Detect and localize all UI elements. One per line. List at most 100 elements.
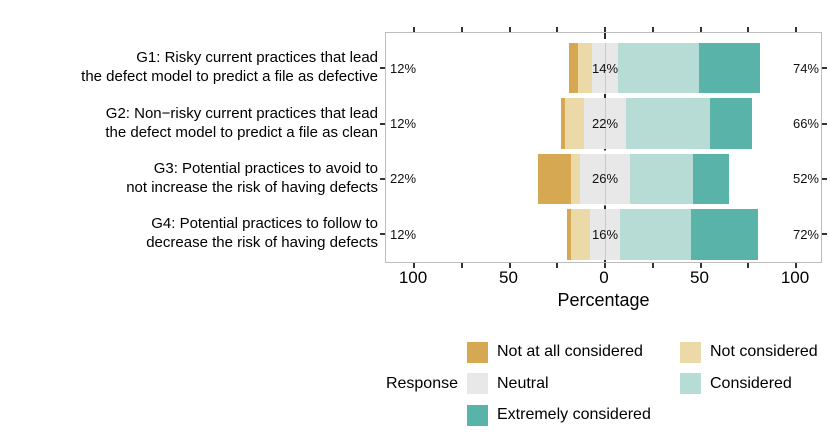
x-axis-tick-label: 0 (599, 268, 609, 287)
bar-right-percent-label: 52% (792, 171, 819, 187)
bar-right-percent-label: 72% (792, 226, 819, 242)
x-axis-tick (508, 263, 511, 268)
bar-left-percent-label: 22% (390, 171, 417, 187)
x-axis-tick-label: 50 (690, 268, 709, 287)
segment-considered (629, 153, 693, 205)
segment-considered (618, 43, 699, 94)
bar-left-percent-label: 12% (390, 116, 417, 132)
x-axis-tick (651, 263, 654, 268)
x-axis-tick-label: 50 (499, 268, 518, 287)
legend-swatch-not-at-all-considered (467, 341, 488, 363)
x-axis-tick (699, 263, 702, 268)
legend-label: Not at all considered (497, 343, 643, 360)
y-axis-label-line: decrease the risk of having defects (146, 234, 378, 252)
y-axis-label-line: G4: Potential practices to follow to (151, 215, 378, 233)
y-axis-label-line: G3: Potential practices to avoid to (153, 159, 378, 177)
y-category-tick (822, 233, 827, 236)
neutral-zero-seam (605, 98, 606, 149)
bar-neutral-percent-label: 14% (591, 60, 619, 76)
neutral-zero-seam (605, 153, 606, 205)
segment-neutral (583, 98, 626, 149)
segment-extremely-considered (710, 98, 753, 149)
x-axis-tick (747, 27, 750, 32)
bar-neutral-percent-label: 26% (591, 171, 619, 187)
legend-swatch-not-considered (680, 341, 701, 363)
bar-left-percent-label: 12% (390, 60, 417, 76)
y-axis-label-line: G1: Risky current practices that lead (136, 49, 378, 67)
y-axis-label-line: the defect model to predict a file as de… (81, 68, 378, 86)
segment-considered (620, 209, 691, 260)
bar-right-percent-label: 66% (792, 116, 819, 132)
y-axis-label-g1: G1: Risky current practices that lead the… (0, 48, 378, 86)
x-axis-tick (508, 27, 511, 32)
segment-neutral (591, 43, 619, 94)
y-category-tick (822, 177, 827, 180)
x-axis-tick (604, 263, 606, 268)
y-category-tick (822, 67, 827, 70)
y-axis-label-line: not increase the risk of having defects (126, 178, 378, 196)
x-axis-tick-label: 100 (780, 268, 810, 287)
bar-left-percent-label: 12% (390, 226, 417, 242)
segment-extremely-considered (690, 209, 758, 260)
legend-swatch-neutral (467, 373, 488, 394)
segment-not-considered (570, 153, 581, 205)
segment-not-at-all-considered (538, 153, 571, 205)
y-axis-label-g4: G4: Potential practices to follow to decr… (0, 214, 378, 252)
segment-neutral (580, 153, 630, 205)
segment-considered (626, 98, 711, 149)
y-category-tick (822, 122, 827, 125)
legend-title: Response (385, 375, 458, 392)
x-axis-tick (413, 27, 415, 32)
neutral-zero-seam (605, 43, 606, 94)
y-axis-label-line: the defect model to predict a file as cl… (105, 123, 378, 141)
legend-label: Considered (710, 374, 792, 392)
x-axis-tick (651, 27, 654, 32)
bar-neutral-percent-label: 16% (591, 226, 619, 242)
legend-item-not-considered: Not considered (680, 341, 818, 363)
bar-neutral-percent-label: 22% (591, 116, 619, 132)
y-axis-label-g2: G2: Non−risky current practices that lea… (0, 104, 378, 142)
y-axis-label-line: G2: Non−risky current practices that lea… (105, 104, 378, 122)
y-category-tick (380, 67, 385, 70)
legend-swatch-considered (680, 373, 701, 394)
x-axis-tick (699, 27, 702, 32)
segment-not-considered (570, 209, 590, 260)
legend-label: Neutral (497, 374, 549, 392)
neutral-zero-seam (605, 209, 606, 260)
segment-not-at-all-considered (566, 209, 571, 260)
segment-not-at-all-considered (561, 98, 565, 149)
segment-not-considered (564, 98, 584, 149)
legend-item-considered: Considered (680, 373, 792, 394)
legend-label: Not considered (710, 343, 818, 360)
segment-extremely-considered (692, 153, 730, 205)
y-category-tick (380, 177, 385, 180)
x-axis-tick (795, 27, 797, 32)
legend-item-neutral: Neutral (467, 373, 549, 394)
plot-panel: 12% 14% 74% 12% 22% 66% 22% 26% 52% 12% 16% 72% (380, 27, 827, 268)
legend-item-not-at-all-considered: Not at all considered (467, 341, 643, 363)
segment-not-at-all-considered (568, 43, 579, 94)
segment-neutral (589, 209, 621, 260)
legend-item-extremely-considered: Extremely considered (467, 404, 651, 426)
y-category-tick (380, 233, 385, 236)
stacked-bar-g1: 12% 14% 74% (386, 43, 823, 94)
legend-swatch-extremely-considered (467, 404, 488, 426)
segment-extremely-considered (698, 43, 760, 94)
stacked-bar-g3: 22% 26% 52% (386, 153, 823, 205)
x-axis-tick (556, 27, 559, 32)
y-axis-label-g3: G3: Potential practices to avoid to not i… (0, 159, 378, 197)
segment-not-considered (578, 43, 592, 94)
stacked-bar-g4: 12% 16% 72% (386, 209, 823, 260)
legend-label: Extremely considered (497, 406, 651, 423)
x-axis-tick (460, 263, 463, 268)
stacked-bar-g2: 12% 22% 66% (386, 98, 823, 149)
x-axis-tick (556, 263, 559, 268)
bar-right-percent-label: 74% (792, 60, 819, 76)
x-axis-tick (604, 27, 606, 32)
x-axis-tick (460, 27, 463, 32)
x-axis-title: Percentage (557, 290, 650, 310)
x-axis-tick (795, 263, 797, 268)
x-axis-tick (747, 263, 750, 268)
x-axis-tick (413, 263, 415, 268)
